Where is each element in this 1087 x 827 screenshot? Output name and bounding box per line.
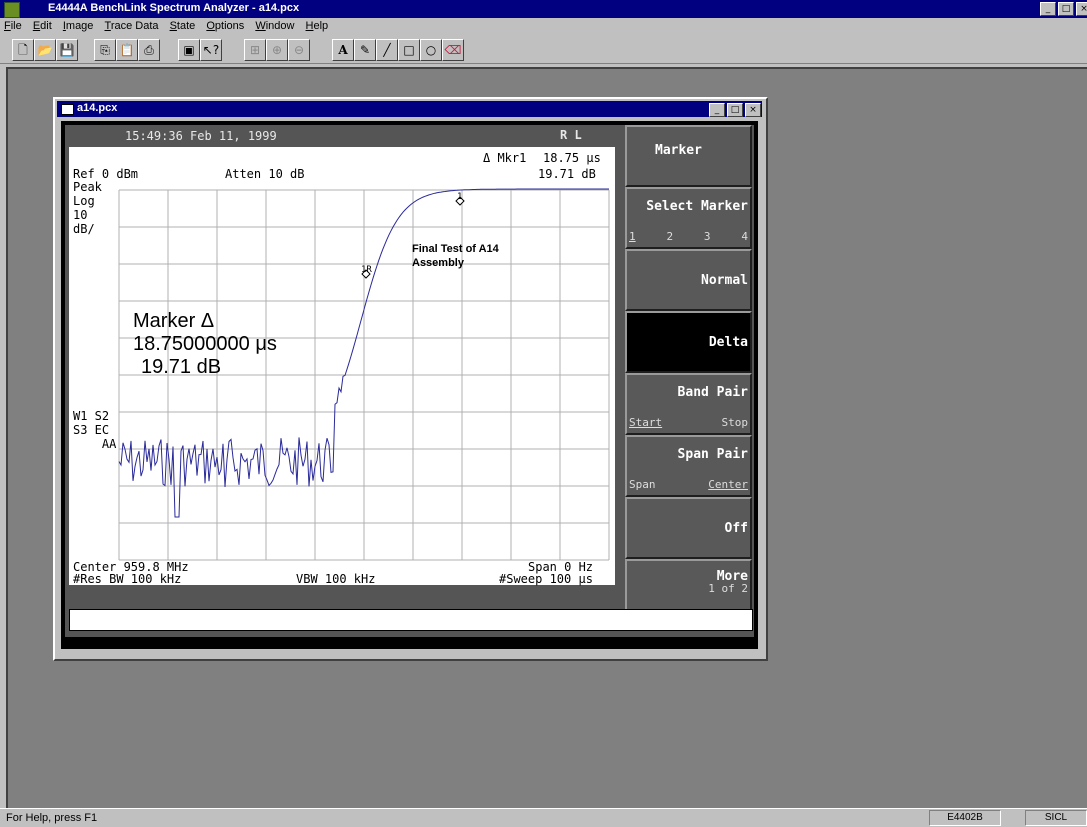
zoom-fit-icon[interactable]: ⊞ xyxy=(244,39,266,61)
marker-readout-time: 18.75 μs xyxy=(543,151,601,165)
copy-icon[interactable]: ⎘ xyxy=(94,39,116,61)
zoom-in-icon[interactable]: ⊕ xyxy=(266,39,288,61)
menu-help[interactable]: Help xyxy=(305,20,329,32)
child-maximize-button[interactable]: □ xyxy=(727,103,743,117)
ref-level: Ref 0 dBm xyxy=(73,167,139,181)
status-interface: SICL xyxy=(1025,810,1087,826)
rectangle-icon[interactable]: □ xyxy=(398,39,420,61)
scale-value-label: 10 xyxy=(73,208,88,222)
scale-type-label: Log xyxy=(73,194,95,208)
status-instrument-model: E4402B xyxy=(929,810,1001,826)
big-marker-label: Marker Δ xyxy=(133,310,215,332)
marker-1-diamond xyxy=(455,196,465,206)
softkey-more[interactable]: More 1 of 2 xyxy=(625,559,752,611)
pencil-icon[interactable]: ✎ xyxy=(354,39,376,61)
menu-bar: File Edit Image Trace Data State Options… xyxy=(0,18,1087,35)
trace-line xyxy=(118,188,609,518)
softkey-panel: Marker Select Marker 1 2 3 4 Normal Delt… xyxy=(625,125,752,611)
child-close-button[interactable]: × xyxy=(745,103,761,117)
status-help-text: For Help, press F1 xyxy=(6,812,98,824)
remote-local-indicator: R L xyxy=(560,128,582,142)
sweep-time: #Sweep 100 μs xyxy=(499,572,593,586)
status-bar: For Help, press F1 E4402B SICL xyxy=(0,808,1087,827)
marker-1r-label: 1R xyxy=(361,265,372,275)
command-input-line[interactable] xyxy=(69,609,753,631)
span-pair-options: Span Center xyxy=(629,478,748,491)
marker-1-label: 1 xyxy=(457,192,463,202)
app-title: E4444A BenchLink Spectrum Analyzer - a14… xyxy=(48,2,300,14)
menu-file[interactable]: File xyxy=(4,20,22,32)
marker-readout-label: Δ Mkr1 xyxy=(483,151,527,165)
scale-unit-label: dB/ xyxy=(73,222,95,236)
zoom-out-icon[interactable]: ⊖ xyxy=(288,39,310,61)
analyzer-screen-capture: 15:49:36 Feb 11, 1999 R L Δ Mkr1 18.75 μ… xyxy=(61,121,758,649)
maximize-button[interactable]: □ xyxy=(1058,2,1074,16)
menu-window[interactable]: Window xyxy=(255,20,295,32)
softkey-off[interactable]: Off xyxy=(625,497,752,559)
trace-annot-3: AA xyxy=(73,437,117,451)
image-window: a14.pcx _ □ × 15:49:36 Feb 11, 1999 R L … xyxy=(53,97,768,661)
big-marker-db: 19.71 dB xyxy=(141,356,222,378)
softkey-delta[interactable]: Delta xyxy=(625,311,752,373)
marker-1r-diamond xyxy=(361,269,371,279)
annotation-text: Final Test of A14 Assembly xyxy=(412,242,499,270)
eraser-icon[interactable]: ⌫ xyxy=(442,39,464,61)
help-icon[interactable]: ↖? xyxy=(200,39,222,61)
menu-image[interactable]: Image xyxy=(62,20,94,32)
screen-header: 15:49:36 Feb 11, 1999 R L xyxy=(65,125,613,147)
big-marker-readout: Marker Δ 18.75000000 μs 19.71 dB xyxy=(133,310,277,379)
softkey-marker[interactable]: Marker xyxy=(625,125,752,187)
vbw: VBW 100 kHz xyxy=(296,572,376,586)
trace-annot-2: S3 EC xyxy=(73,423,110,437)
app-icon[interactable] xyxy=(4,2,20,18)
attenuation: Atten 10 dB xyxy=(225,167,305,181)
minimize-button[interactable]: _ xyxy=(1040,2,1056,16)
menu-trace-data[interactable]: Trace Data xyxy=(104,20,159,32)
softkey-select-marker[interactable]: Select Marker 1 2 3 4 xyxy=(625,187,752,249)
new-icon[interactable]: 🗋 xyxy=(12,39,34,61)
softkey-normal[interactable]: Normal xyxy=(625,249,752,311)
image-window-controls: _ □ × xyxy=(709,103,761,117)
timestamp: 15:49:36 Feb 11, 1999 xyxy=(125,129,277,143)
menu-edit[interactable]: Edit xyxy=(32,20,52,32)
open-icon[interactable]: 📂 xyxy=(34,39,56,61)
more-page-indicator: 1 of 2 xyxy=(708,582,748,595)
menu-state[interactable]: State xyxy=(169,20,196,32)
capture-icon[interactable]: ▣ xyxy=(178,39,200,61)
ellipse-icon[interactable]: ○ xyxy=(420,39,442,61)
text-tool-icon[interactable]: A xyxy=(332,39,354,61)
image-window-title: a14.pcx xyxy=(77,102,118,114)
instrument-display: 15:49:36 Feb 11, 1999 R L Δ Mkr1 18.75 μ… xyxy=(65,125,754,637)
detector-label: Peak xyxy=(73,180,102,194)
graticule xyxy=(118,188,610,561)
select-marker-options: 1 2 3 4 xyxy=(629,230,748,243)
res-bw: #Res BW 100 kHz xyxy=(73,572,182,586)
plot-area: Δ Mkr1 18.75 μs 19.71 dB Ref 0 dBm Atten… xyxy=(69,147,615,586)
paste-icon[interactable]: 📋 xyxy=(116,39,138,61)
band-pair-options: Start Stop xyxy=(629,416,748,429)
softkey-band-pair[interactable]: Band Pair Start Stop xyxy=(625,373,752,435)
toolbar: 🗋 📂 💾 ⎘ 📋 ⎙ ▣ ↖? ⊞ ⊕ ⊖ A ✎ ╱ □ ○ ⌫ xyxy=(0,35,1087,64)
span-value: Span 0 Hz xyxy=(528,560,594,574)
big-marker-time: 18.75000000 μs xyxy=(133,333,277,355)
line-icon[interactable]: ╱ xyxy=(376,39,398,61)
save-icon[interactable]: 💾 xyxy=(56,39,78,61)
trace-annot-1: W1 S2 xyxy=(73,409,110,423)
image-window-title-bar[interactable]: a14.pcx _ □ × xyxy=(57,101,762,117)
marker-readout-db: 19.71 dB xyxy=(538,167,596,181)
annotation-line-2: Assembly xyxy=(412,257,464,269)
print-icon[interactable]: ⎙ xyxy=(138,39,160,61)
app-window-controls: _ □ × xyxy=(1040,2,1087,16)
document-icon xyxy=(61,104,74,115)
app-title-bar: E4444A BenchLink Spectrum Analyzer - a14… xyxy=(0,0,1087,18)
annotation-line-1: Final Test of A14 xyxy=(412,243,499,255)
menu-options[interactable]: Options xyxy=(206,20,245,32)
child-minimize-button[interactable]: _ xyxy=(709,103,725,117)
center-frequency: Center 959.8 MHz xyxy=(73,560,189,574)
softkey-span-pair[interactable]: Span Pair Span Center xyxy=(625,435,752,497)
close-button[interactable]: × xyxy=(1076,2,1087,16)
